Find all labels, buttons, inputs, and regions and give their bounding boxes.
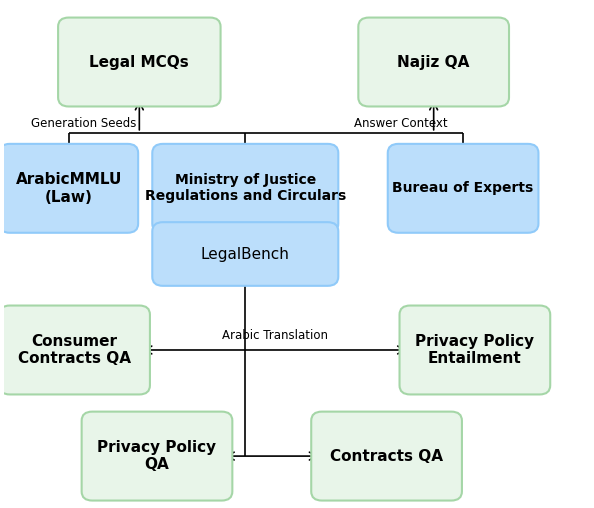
FancyBboxPatch shape bbox=[0, 305, 150, 394]
Text: ArabicMMLU
(Law): ArabicMMLU (Law) bbox=[15, 172, 122, 205]
Text: Privacy Policy
QA: Privacy Policy QA bbox=[97, 440, 217, 472]
FancyBboxPatch shape bbox=[58, 18, 220, 107]
Text: LegalBench: LegalBench bbox=[201, 246, 290, 262]
Text: Bureau of Experts: Bureau of Experts bbox=[393, 181, 534, 195]
Text: Contracts QA: Contracts QA bbox=[330, 449, 443, 464]
FancyBboxPatch shape bbox=[152, 222, 339, 286]
FancyBboxPatch shape bbox=[311, 411, 462, 500]
FancyBboxPatch shape bbox=[358, 18, 509, 107]
Text: Najiz QA: Najiz QA bbox=[397, 54, 470, 70]
Text: Ministry of Justice
Regulations and Circulars: Ministry of Justice Regulations and Circ… bbox=[145, 173, 346, 203]
Text: Arabic Translation: Arabic Translation bbox=[222, 329, 328, 342]
Text: Answer Context: Answer Context bbox=[354, 117, 448, 130]
FancyBboxPatch shape bbox=[400, 305, 550, 394]
Text: Legal MCQs: Legal MCQs bbox=[90, 54, 189, 70]
FancyBboxPatch shape bbox=[81, 411, 232, 500]
FancyBboxPatch shape bbox=[152, 144, 339, 233]
FancyBboxPatch shape bbox=[0, 144, 138, 233]
Text: Generation Seeds: Generation Seeds bbox=[31, 117, 137, 130]
Text: Consumer
Contracts QA: Consumer Contracts QA bbox=[18, 334, 131, 366]
FancyBboxPatch shape bbox=[388, 144, 538, 233]
Text: Privacy Policy
Entailment: Privacy Policy Entailment bbox=[415, 334, 535, 366]
